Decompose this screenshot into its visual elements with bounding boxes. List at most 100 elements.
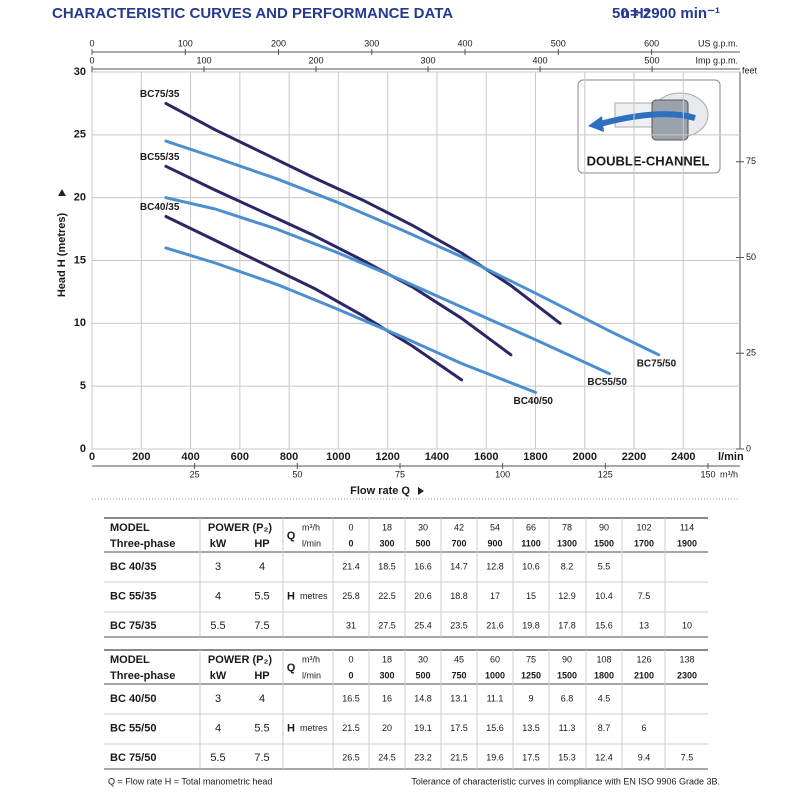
flow-arrowhead [588,116,604,132]
head-value: 24.5 [378,752,396,762]
th-hp: HP [254,538,269,550]
flow-lmin: 1300 [557,538,577,548]
us-gpm-tick-label: 0 [89,38,94,48]
flow-m3h: 30 [418,654,428,664]
head-value: 20.6 [414,591,432,601]
x-tick-label: 600 [231,451,249,463]
head-value: 17 [490,591,500,601]
us-gpm-tick-label: 100 [178,38,193,48]
flow-m3h: 75 [526,654,536,664]
flow-lmin: 900 [487,538,502,548]
y-tick-label: 25 [74,129,86,141]
head-value: 31 [346,620,356,630]
th-model: MODEL [110,522,150,534]
head-value: 4.5 [598,693,611,703]
x-tick-label: 1000 [326,451,350,463]
us-gpm-tick-label: 600 [644,38,659,48]
curve [164,215,464,382]
curve-label: BC55/35 [140,152,180,163]
head-value: 7.5 [638,591,651,601]
th-m3h: m³/h [302,522,320,532]
badge-label: DOUBLE-CHANNEL [587,153,710,168]
head-value: 12.4 [595,752,613,762]
m3h-tick-label: 100 [495,469,510,479]
us-gpm-tick-label: 500 [551,38,566,48]
head-value: 25.4 [414,620,432,630]
curve-label: BC40/50 [513,396,553,407]
head-value: 10 [682,620,692,630]
imp-gpm-unit: Imp g.p.m. [695,55,738,65]
head-value: 13 [639,620,649,630]
x-tick-label: 2400 [671,451,695,463]
head-value: 14.7 [450,561,468,571]
x-unit: l/min [718,451,744,463]
feet-tick-label: 50 [746,252,756,262]
th-phase: Three-phase [110,670,175,682]
head-value: 7.5 [681,752,694,762]
flow-lmin: 700 [451,538,466,548]
x-tick-label: 1800 [523,451,547,463]
head-value: 27.5 [378,620,396,630]
y-tick-label: 10 [74,317,86,329]
feet-unit: feet [742,65,758,75]
x-tick-label: 2200 [622,451,646,463]
us-gpm-tick-label: 300 [364,38,379,48]
imp-gpm-tick-label: 500 [645,55,660,65]
head-value: 12.8 [486,561,504,571]
head-value: 18.5 [378,561,396,571]
head-value: 8.2 [561,561,574,571]
x-tick-label: 1400 [425,451,449,463]
head-value: 6 [641,723,646,733]
head-value: 17.5 [522,752,540,762]
head-value: 16.5 [342,693,360,703]
x-tick-label: 400 [181,451,199,463]
head-value: 23.2 [414,752,432,762]
head-value: 12.9 [558,591,576,601]
head-value: 26.5 [342,752,360,762]
head-value: 9.4 [638,752,651,762]
flow-m3h: 0 [348,522,353,532]
head-value: 9 [528,693,533,703]
y-tick-label: 0 [80,443,86,455]
th-lmin: l/min [302,670,321,680]
flow-lmin: 500 [415,670,430,680]
curve-label: BC40/35 [140,202,180,213]
flow-lmin: 1500 [594,538,614,548]
flow-m3h: 138 [679,654,694,664]
head-value: 13.5 [522,723,540,733]
x-tick-label: 2000 [573,451,597,463]
x-tick-label: 1600 [474,451,498,463]
m3h-tick-label: 25 [190,469,200,479]
curve [164,246,537,394]
flow-m3h: 102 [636,522,651,532]
row-model: BC 55/50 [110,722,156,734]
row-hp: 7.5 [254,620,269,632]
head-value: 19.6 [486,752,504,762]
head-value: 5.5 [598,561,611,571]
row-model: BC 40/50 [110,693,156,705]
th-m3h: m³/h [302,654,320,664]
flow-lmin: 0 [348,538,353,548]
curve [164,139,661,357]
flow-lmin: 1100 [521,538,541,548]
footer-legend: Q = Flow rate H = Total manometric head [108,776,272,786]
head-value: 19.8 [522,620,540,630]
us-gpm-unit: US g.p.m. [698,38,738,48]
curve-label: BC55/50 [587,377,627,388]
flow-lmin: 1000 [485,670,505,680]
th-power: POWER (P₂) [208,522,273,534]
curve [164,101,562,325]
flow-m3h: 78 [562,522,572,532]
th-phase: Three-phase [110,538,175,550]
m3h-tick-label: 125 [598,469,613,479]
flow-m3h: 18 [382,654,392,664]
m3h-tick-label: 50 [292,469,302,479]
row-hp: 4 [259,693,265,705]
row-kw: 5.5 [210,620,225,632]
y-tick-label: 20 [74,192,86,204]
us-gpm-tick-label: 200 [271,38,286,48]
flow-lmin: 2100 [634,670,654,680]
curve-label: BC75/50 [637,358,677,369]
head-value: 21.5 [342,723,360,733]
speed: n= 2900 min⁻¹ [621,5,720,22]
